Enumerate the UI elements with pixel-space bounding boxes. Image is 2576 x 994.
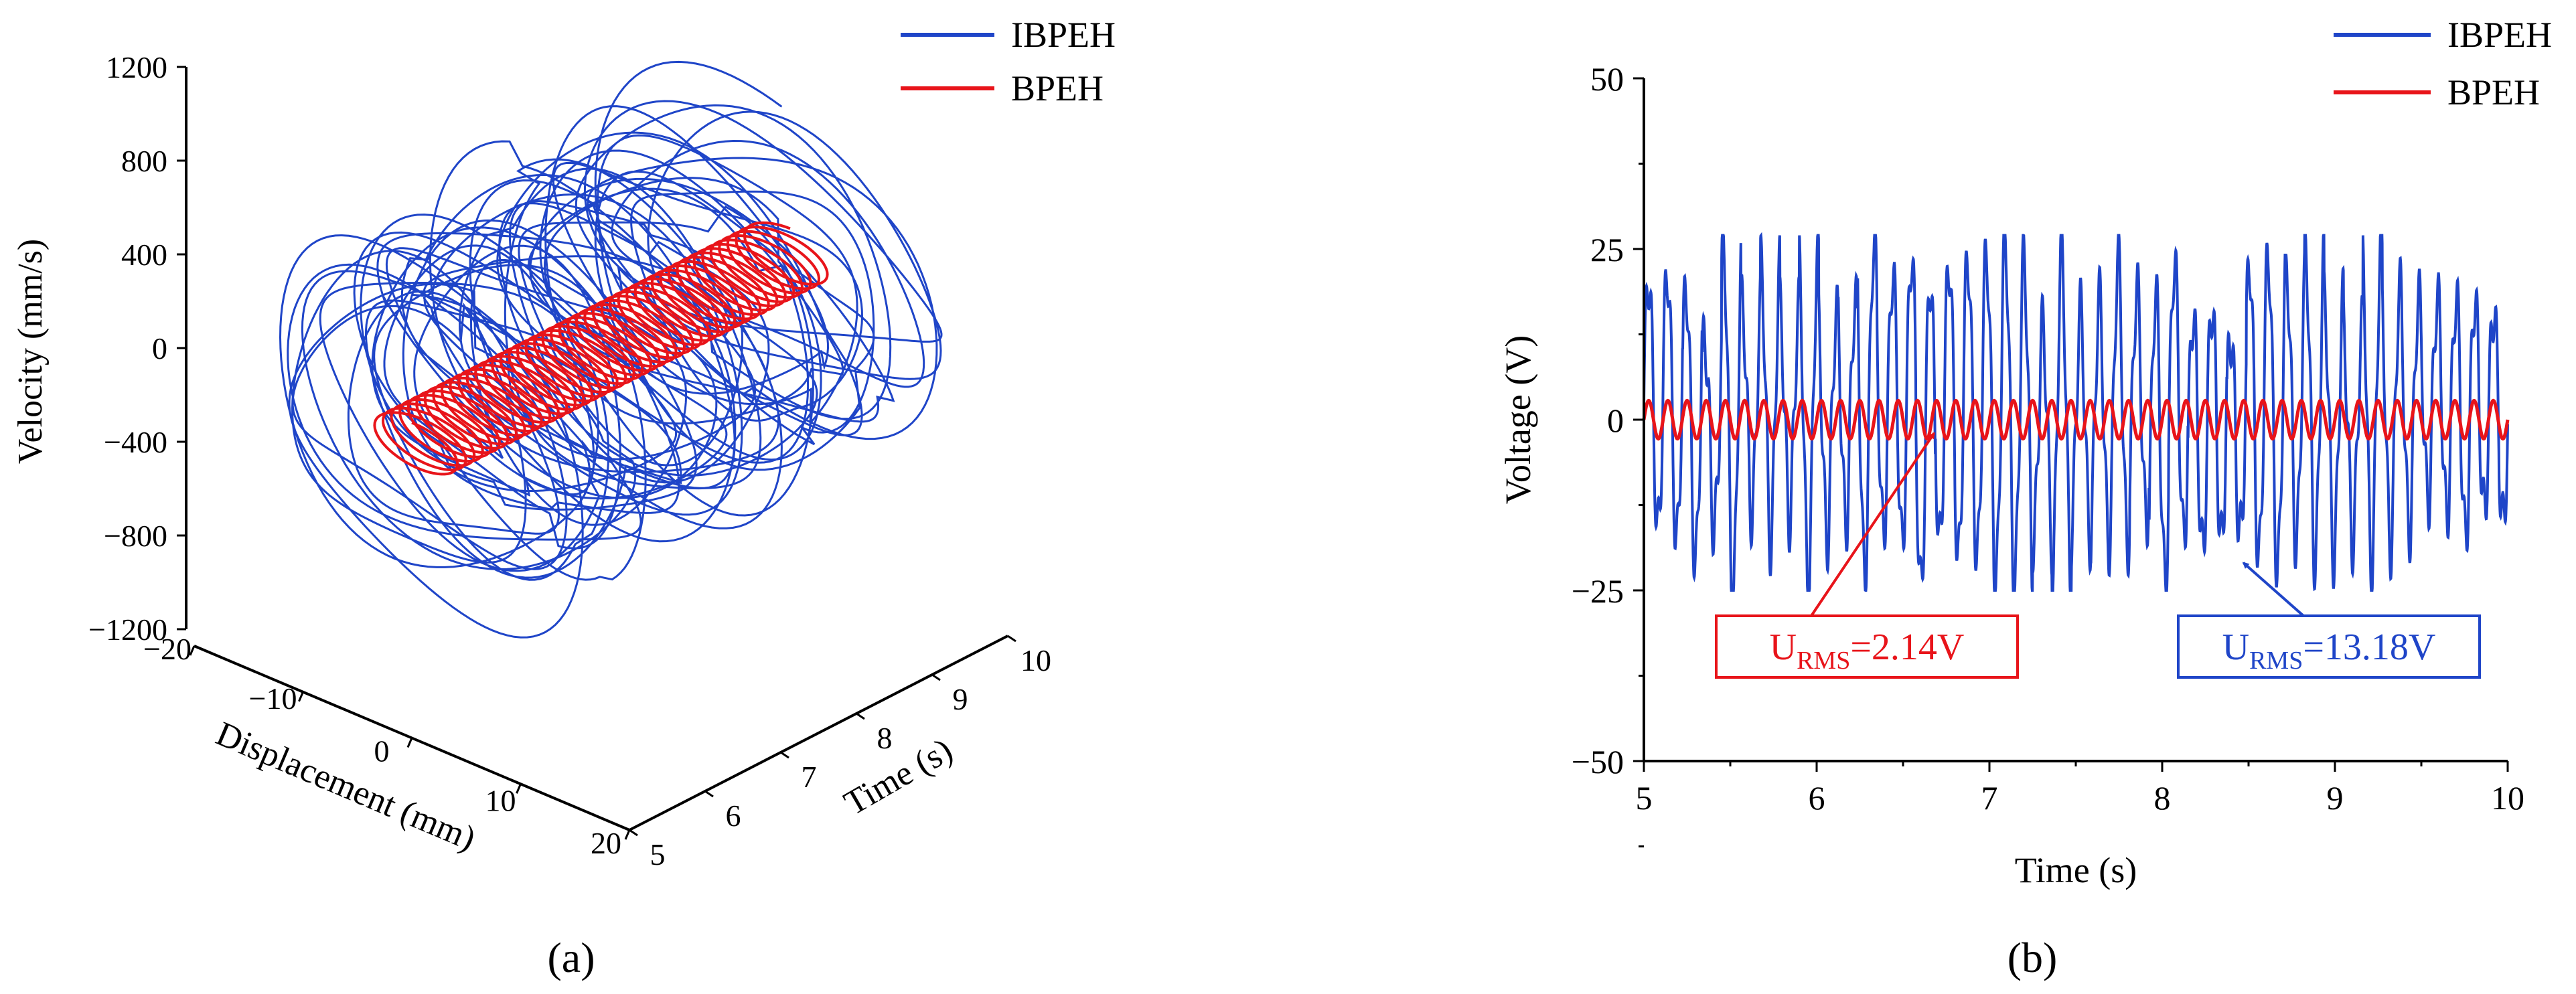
time-tick-label-b: 8	[2154, 779, 2171, 817]
chart-b-series	[1642, 232, 2510, 592]
velocity-tick-label: −800	[104, 519, 167, 553]
displacement-tick-label: 10	[485, 783, 516, 817]
annotation-ibpeh-box	[2177, 614, 2481, 679]
annotation-bpeh-arrow	[1810, 432, 1936, 617]
displacement-tick-label: −10	[249, 681, 297, 716]
time-axis-line	[629, 635, 1008, 831]
voltage-tick-label: 0	[1607, 402, 1624, 439]
series-a-bpeh	[373, 221, 829, 476]
time-tick-label-b: 6	[1809, 779, 1825, 817]
velocity-tick-label: −400	[104, 425, 167, 459]
annotation-bpeh-text: URMS=2.14V	[1770, 627, 1965, 675]
time-tick-a	[856, 712, 865, 720]
chart-a-series	[279, 60, 943, 639]
velocity-tick-label: 1200	[106, 50, 167, 84]
panel-label-a: (a)	[547, 934, 595, 981]
velocity-tick-label: 800	[121, 144, 167, 178]
displacement-tick-label: 0	[374, 734, 390, 768]
chart-b-ticklabels: 50 25 0 −25 −50 5 6 7 8 9 10	[1572, 60, 2524, 817]
voltage-tick-label: 50	[1590, 60, 1624, 98]
voltage-tick-label: 25	[1590, 231, 1624, 268]
series-a-ibpeh	[279, 60, 943, 639]
time-tick-label-b: 10	[2491, 779, 2524, 817]
chart-a-ticklabels: 1200 800 400 0 −400 −800 −1200−20 −10 0 10 20 5 6 7 8 9…	[88, 50, 1051, 872]
time-tick-a	[629, 829, 638, 837]
time-axis-label-a: Time (s)	[838, 731, 959, 823]
time-tick-label-a: 9	[953, 682, 968, 716]
chart-a-ticks	[177, 66, 1016, 840]
annotation-bpeh-box	[1715, 614, 2019, 679]
velocity-tick-label: 0	[152, 331, 167, 365]
annotation-ibpeh-arrow	[2242, 562, 2305, 617]
series-b-bpeh	[1642, 398, 2510, 441]
time-tick-a	[1007, 635, 1016, 643]
chart-a: 1200 800 400 0 −400 −800 −1200−20 −10 0 10 20 5 6 7 8 9…	[11, 15, 1116, 981]
time-tick-label-a: 5	[650, 837, 666, 872]
chart-b-ticks	[1633, 77, 2509, 847]
displacement-tick	[406, 737, 413, 748]
time-tick-label-a: 6	[726, 799, 741, 833]
displacement-tick	[624, 829, 631, 840]
displacement-tick	[516, 783, 522, 794]
velocity-axis-label: Velocity (mm/s)	[11, 239, 50, 465]
time-tick-label-a: 10	[1020, 643, 1051, 677]
voltage-tick-label: −25	[1572, 572, 1624, 610]
time-tick-a	[704, 790, 714, 798]
time-tick-a	[931, 673, 941, 681]
annotation-ibpeh-text: URMS=13.18V	[2222, 627, 2436, 675]
legend-b-ibpeh-label: IBPEH	[2447, 15, 2552, 55]
time-tick-label-a: 7	[802, 760, 817, 794]
time-tick-label-b: 5	[1636, 779, 1653, 817]
panel-label-b: (b)	[2007, 934, 2058, 981]
velocity-tick-label: −1200	[88, 612, 167, 647]
legend-b-bpeh-label: BPEH	[2447, 72, 2540, 112]
legend-b: IBPEH BPEH	[2334, 15, 2552, 112]
voltage-tick-label: −50	[1572, 743, 1624, 780]
displacement-tick-label: −20	[143, 632, 192, 666]
time-tick-label-b: 9	[2327, 779, 2344, 817]
velocity-tick-label: 400	[121, 238, 167, 272]
time-tick-label-a: 8	[877, 721, 893, 755]
legend-a: IBPEH BPEH	[901, 15, 1116, 108]
displacement-axis-label: Displacement (mm)	[211, 715, 481, 858]
displacement-tick	[298, 691, 304, 702]
displacement-tick	[189, 645, 196, 656]
annotation-ibpeh-rms: URMS=13.18V	[2177, 562, 2481, 679]
time-tick-a	[780, 751, 789, 759]
time-axis-label-b: Time (s)	[2015, 850, 2137, 890]
time-tick-label-b: 7	[1981, 779, 1998, 817]
annotation-bpeh-rms: URMS=2.14V	[1715, 432, 2019, 679]
legend-a-ibpeh-label: IBPEH	[1011, 15, 1116, 55]
legend-a-bpeh-label: BPEH	[1011, 68, 1104, 108]
displacement-tick-label: 20	[591, 826, 621, 860]
voltage-axis-label: Voltage (V)	[1498, 335, 1538, 504]
